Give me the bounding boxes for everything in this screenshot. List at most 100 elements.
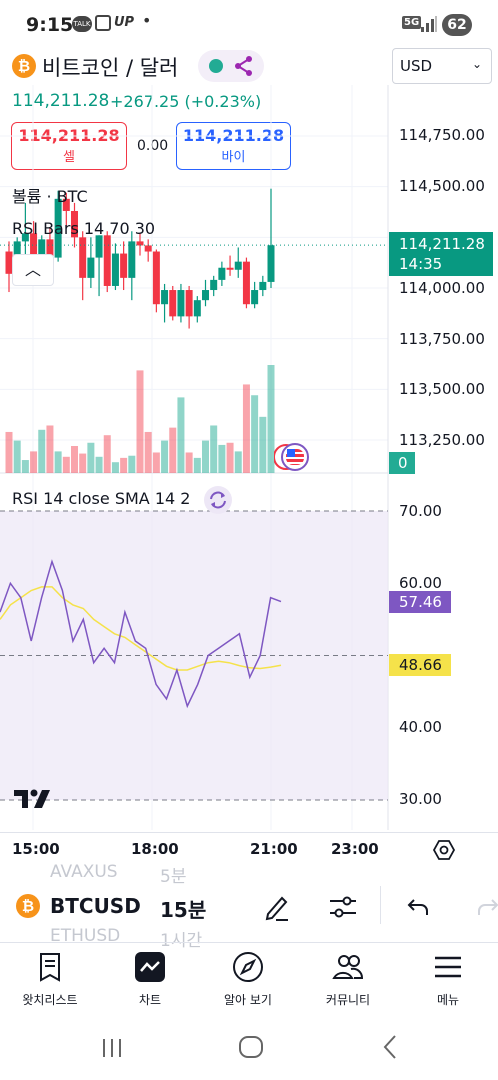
sma-line — [0, 586, 282, 671]
nav-watchlist[interactable]: 왓치리스트 — [0, 943, 100, 1019]
rsi-line — [0, 559, 282, 709]
candle-body — [136, 241, 144, 246]
candle-body — [5, 251, 13, 274]
volume-bar — [95, 456, 103, 473]
bitcoin-icon: ₿ — [16, 894, 40, 918]
nav-community[interactable]: 커뮤니티 — [298, 943, 398, 1019]
pencil-icon[interactable] — [262, 892, 292, 922]
status-time: 9:15 — [26, 14, 74, 36]
nav-menu[interactable]: 메뉴 — [398, 943, 498, 1019]
candle-body — [87, 257, 95, 278]
indicators-icon[interactable] — [328, 892, 358, 922]
candle-body — [38, 239, 46, 256]
chevron-down-icon: ⌄ — [471, 57, 482, 71]
status-bar: 9:15 TALK UP • 5G 62 — [0, 0, 498, 48]
currency-select[interactable]: USD ⌄ — [392, 48, 492, 84]
collapse-legend-button[interactable]: ︿ — [12, 254, 54, 286]
talk-icon: TALK — [72, 16, 92, 32]
symbol-toolbar: AVAXUS 5분 ₿ BTCUSD 15분 ETHUSD 1시간 — [0, 862, 498, 951]
rsi-bars-legend[interactable]: RSI Bars 14 70 30 — [12, 219, 156, 238]
chart-settings-icon[interactable] — [432, 838, 456, 862]
interval-button[interactable]: 15분 — [160, 898, 207, 922]
candle-body — [177, 290, 185, 317]
candle-body — [218, 267, 226, 280]
price-chart[interactable] — [0, 85, 498, 875]
candle-body — [161, 290, 169, 305]
sell-button[interactable]: 114,211.28 셀 — [11, 122, 127, 170]
chart-icon — [135, 952, 165, 982]
price-axis-label: 113,250.00 — [399, 431, 485, 449]
price-axis-label: 114,750.00 — [399, 126, 485, 144]
volume-bar — [152, 452, 160, 473]
sell-label: 셀 — [63, 150, 75, 165]
us-flag-icon[interactable] — [274, 441, 310, 473]
tradingview-logo — [14, 789, 50, 808]
volume-tag: 0 — [389, 452, 415, 474]
rsi-axis-label: 30.00 — [399, 790, 442, 808]
volume-bar — [234, 451, 242, 473]
volume-bar — [30, 451, 38, 473]
candle-body — [120, 253, 128, 278]
nav-chart[interactable]: 차트 — [100, 943, 200, 1019]
candles — [0, 188, 388, 329]
candle-body — [144, 245, 152, 252]
buy-label: 바이 — [221, 150, 246, 165]
menu-icon — [435, 956, 461, 978]
time-axis-label: 21:00 — [250, 840, 298, 858]
volume-bar — [128, 455, 136, 473]
screenshot-icon — [95, 15, 111, 31]
undo-icon[interactable] — [406, 894, 432, 920]
time-axis-divider — [0, 832, 498, 833]
refresh-icon[interactable] — [203, 485, 233, 515]
candle-body — [242, 261, 250, 305]
volume-bar — [144, 431, 152, 473]
share-icon[interactable] — [234, 55, 256, 77]
signal-icon — [421, 16, 437, 32]
recent-apps-icon[interactable] — [100, 1036, 124, 1060]
chevron-up-icon: ︿ — [24, 260, 41, 279]
currency-value: USD — [400, 57, 433, 75]
volume-bar — [259, 416, 267, 473]
volume-bar — [193, 457, 201, 473]
system-navigation — [0, 1020, 498, 1080]
symbol-button[interactable]: BTCUSD — [50, 894, 141, 918]
candle-body — [267, 245, 275, 282]
redo-icon[interactable] — [476, 894, 498, 920]
volume-bar — [5, 431, 13, 473]
buy-button[interactable]: 114,211.28 바이 — [176, 122, 291, 170]
volume-bar — [54, 451, 62, 473]
bottom-navigation: 왓치리스트 차트 알아 보기 커뮤니티 메뉴 — [0, 942, 498, 1020]
market-open-icon — [209, 59, 223, 73]
nav-label: 메뉴 — [436, 993, 460, 1007]
candle-body — [54, 198, 62, 258]
volume-bar — [169, 427, 177, 473]
volume-bar — [267, 365, 275, 473]
sma-value-tag: 48.66 — [389, 654, 451, 676]
volume-bars — [5, 365, 275, 473]
volume-bar — [177, 397, 185, 473]
back-icon[interactable] — [380, 1034, 400, 1060]
rsi-axis-label: 60.00 — [399, 574, 442, 592]
home-icon[interactable] — [238, 1034, 264, 1060]
interval-next: 1시간 — [160, 931, 203, 951]
price-change: +267.25 (+0.23%) — [110, 92, 262, 111]
volume-bar — [62, 456, 70, 473]
interval-prev: 5분 — [160, 867, 187, 887]
volume-bar — [38, 429, 46, 473]
nav-explore[interactable]: 알아 보기 — [198, 943, 298, 1019]
volume-legend[interactable]: 볼륨 · BTC — [12, 187, 88, 206]
candle-body — [210, 279, 218, 291]
rsi-pane — [0, 510, 388, 801]
battery-indicator: 62 — [442, 14, 472, 36]
price-axis-label: 113,750.00 — [399, 330, 485, 348]
time-axis-label: 18:00 — [131, 840, 179, 858]
symbol-title[interactable]: 비트코인 / 달러 — [42, 56, 179, 80]
candle-body — [259, 281, 267, 291]
compass-icon — [233, 952, 263, 982]
bitcoin-icon: ₿ — [12, 54, 36, 78]
volume-bar — [185, 452, 193, 473]
volume-bar — [161, 440, 169, 473]
rsi-legend[interactable]: RSI 14 close SMA 14 2 — [12, 489, 191, 508]
candle-body — [46, 239, 54, 258]
price-tag: 114,211.28 14:35 — [389, 232, 493, 276]
